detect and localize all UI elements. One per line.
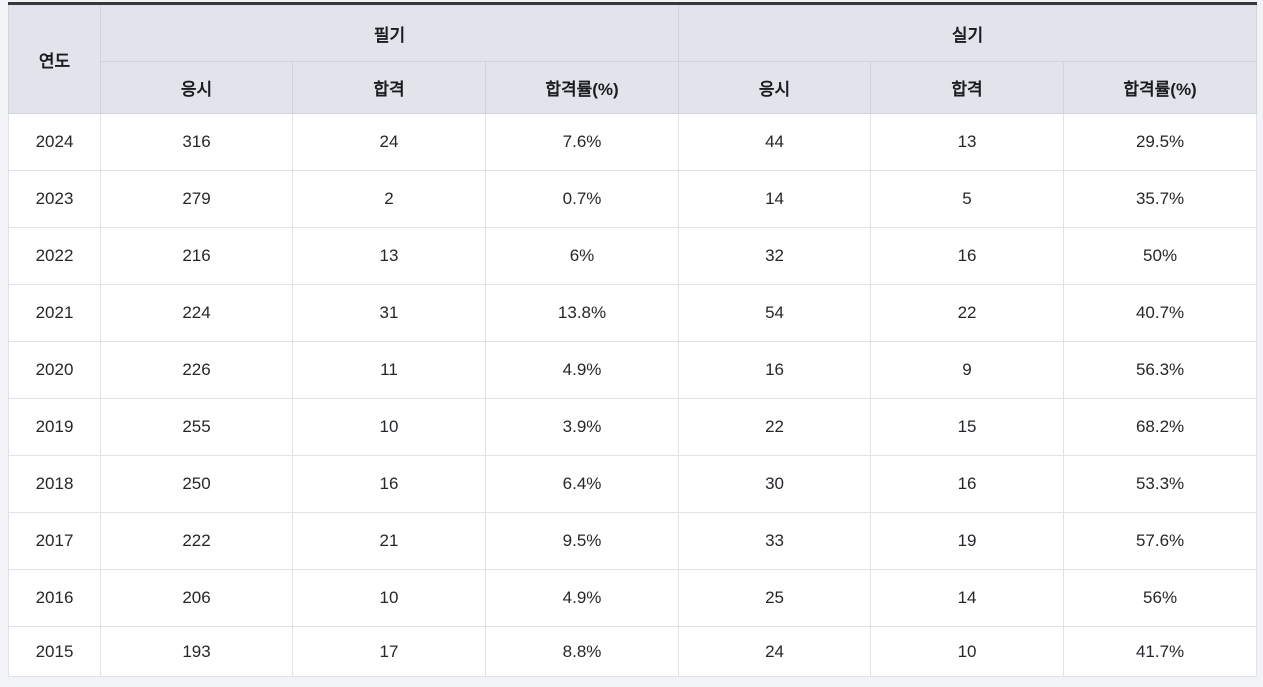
cell-written-pass-rate: 7.6% bbox=[484, 113, 680, 171]
cell-practical-applicants: 44 bbox=[678, 113, 872, 171]
header-practical-pass-rate: 합격률(%) bbox=[1063, 61, 1258, 114]
cell-written-passed: 17 bbox=[292, 626, 486, 677]
cell-year: 2021 bbox=[8, 284, 101, 342]
header-practical-applicants: 응시 bbox=[678, 61, 872, 114]
cell-practical-passed: 5 bbox=[870, 170, 1065, 228]
exam-statistics-section: 연도 필기 실기 응시 합격 합격률(%) 응시 합격 합격률(%) 2024 … bbox=[8, 2, 1258, 677]
cell-practical-applicants: 24 bbox=[678, 626, 872, 677]
header-year: 연도 bbox=[8, 3, 101, 114]
table-row: 2024 316 24 7.6% 44 13 29.5% bbox=[8, 113, 1258, 171]
table-row: 2019 255 10 3.9% 22 15 68.2% bbox=[8, 398, 1258, 456]
cell-year: 2015 bbox=[8, 626, 101, 677]
cell-written-pass-rate: 4.9% bbox=[484, 341, 680, 399]
cell-practical-passed: 15 bbox=[870, 398, 1065, 456]
cell-practical-pass-rate: 53.3% bbox=[1063, 455, 1258, 513]
cell-written-pass-rate: 6% bbox=[484, 227, 680, 285]
cell-practical-pass-rate: 68.2% bbox=[1063, 398, 1258, 456]
header-group-written: 필기 bbox=[99, 3, 680, 62]
cell-written-applicants: 250 bbox=[100, 455, 293, 513]
header-written-applicants: 응시 bbox=[100, 61, 293, 114]
cell-practical-applicants: 22 bbox=[678, 398, 872, 456]
cell-written-passed: 2 bbox=[292, 170, 486, 228]
header-group-practical: 실기 bbox=[678, 3, 1258, 62]
cell-practical-applicants: 33 bbox=[678, 512, 872, 570]
cell-written-applicants: 193 bbox=[100, 626, 293, 677]
cell-written-applicants: 222 bbox=[100, 512, 293, 570]
cell-written-pass-rate: 0.7% bbox=[484, 170, 680, 228]
cell-written-pass-rate: 4.9% bbox=[484, 569, 680, 627]
cell-practical-applicants: 32 bbox=[678, 227, 872, 285]
cell-practical-passed: 22 bbox=[870, 284, 1065, 342]
cell-practical-pass-rate: 56.3% bbox=[1063, 341, 1258, 399]
cell-practical-pass-rate: 41.7% bbox=[1063, 626, 1258, 677]
table-row: 2017 222 21 9.5% 33 19 57.6% bbox=[8, 512, 1258, 570]
cell-practical-passed: 14 bbox=[870, 569, 1065, 627]
cell-written-passed: 31 bbox=[292, 284, 486, 342]
cell-written-pass-rate: 3.9% bbox=[484, 398, 680, 456]
cell-year: 2023 bbox=[8, 170, 101, 228]
cell-written-applicants: 226 bbox=[100, 341, 293, 399]
cell-practical-passed: 16 bbox=[870, 227, 1065, 285]
cell-practical-passed: 9 bbox=[870, 341, 1065, 399]
cell-written-pass-rate: 9.5% bbox=[484, 512, 680, 570]
cell-written-pass-rate: 6.4% bbox=[484, 455, 680, 513]
cell-written-pass-rate: 8.8% bbox=[484, 626, 680, 677]
cell-practical-passed: 16 bbox=[870, 455, 1065, 513]
cell-written-passed: 21 bbox=[292, 512, 486, 570]
cell-written-applicants: 316 bbox=[100, 113, 293, 171]
cell-written-passed: 11 bbox=[292, 341, 486, 399]
header-group-row: 연도 필기 실기 bbox=[8, 3, 1258, 114]
cell-practical-pass-rate: 56% bbox=[1063, 569, 1258, 627]
cell-year: 2022 bbox=[8, 227, 101, 285]
cell-practical-passed: 19 bbox=[870, 512, 1065, 570]
cell-practical-applicants: 25 bbox=[678, 569, 872, 627]
cell-practical-applicants: 54 bbox=[678, 284, 872, 342]
cell-written-applicants: 206 bbox=[100, 569, 293, 627]
table-row: 2021 224 31 13.8% 54 22 40.7% bbox=[8, 284, 1258, 342]
cell-written-passed: 24 bbox=[292, 113, 486, 171]
cell-practical-passed: 13 bbox=[870, 113, 1065, 171]
cell-practical-passed: 10 bbox=[870, 626, 1065, 677]
cell-practical-applicants: 16 bbox=[678, 341, 872, 399]
cell-practical-applicants: 14 bbox=[678, 170, 872, 228]
cell-year: 2017 bbox=[8, 512, 101, 570]
cell-written-passed: 10 bbox=[292, 398, 486, 456]
header-written-passed: 합격 bbox=[292, 61, 486, 114]
cell-practical-pass-rate: 40.7% bbox=[1063, 284, 1258, 342]
table-row: 2022 216 13 6% 32 16 50% bbox=[8, 227, 1258, 285]
table-row: 2015 193 17 8.8% 24 10 41.7% bbox=[8, 626, 1258, 677]
cell-written-applicants: 216 bbox=[100, 227, 293, 285]
cell-practical-pass-rate: 35.7% bbox=[1063, 170, 1258, 228]
cell-year: 2018 bbox=[8, 455, 101, 513]
cell-written-pass-rate: 13.8% bbox=[484, 284, 680, 342]
header-written-pass-rate: 합격률(%) bbox=[484, 61, 680, 114]
table-row: 2023 279 2 0.7% 14 5 35.7% bbox=[8, 170, 1258, 228]
cell-written-passed: 16 bbox=[292, 455, 486, 513]
cell-written-passed: 13 bbox=[292, 227, 486, 285]
table-row: 2018 250 16 6.4% 30 16 53.3% bbox=[8, 455, 1258, 513]
cell-practical-pass-rate: 50% bbox=[1063, 227, 1258, 285]
cell-year: 2024 bbox=[8, 113, 101, 171]
table-row: 2020 226 11 4.9% 16 9 56.3% bbox=[8, 341, 1258, 399]
cell-written-applicants: 255 bbox=[100, 398, 293, 456]
cell-practical-applicants: 30 bbox=[678, 455, 872, 513]
cell-year: 2020 bbox=[8, 341, 101, 399]
header-sub-row: 응시 합격 합격률(%) 응시 합격 합격률(%) bbox=[9, 61, 1258, 114]
table-row: 2016 206 10 4.9% 25 14 56% bbox=[8, 569, 1258, 627]
header-practical-passed: 합격 bbox=[870, 61, 1065, 114]
cell-written-passed: 10 bbox=[292, 569, 486, 627]
cell-practical-pass-rate: 57.6% bbox=[1063, 512, 1258, 570]
cell-written-applicants: 224 bbox=[100, 284, 293, 342]
cell-year: 2019 bbox=[8, 398, 101, 456]
cell-year: 2016 bbox=[8, 569, 101, 627]
exam-stats-table: 연도 필기 실기 응시 합격 합격률(%) 응시 합격 합격률(%) 2024 … bbox=[8, 2, 1258, 677]
cell-written-applicants: 279 bbox=[100, 170, 293, 228]
cell-practical-pass-rate: 29.5% bbox=[1063, 113, 1258, 171]
